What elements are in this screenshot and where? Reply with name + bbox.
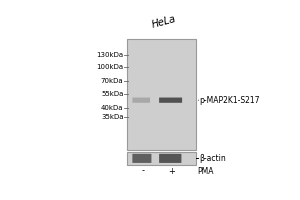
Text: 100kDa: 100kDa — [96, 64, 124, 70]
Text: β-actin: β-actin — [199, 154, 226, 163]
FancyBboxPatch shape — [159, 98, 182, 103]
FancyBboxPatch shape — [132, 98, 150, 103]
FancyBboxPatch shape — [132, 154, 152, 163]
Text: p-MAP2K1-S217: p-MAP2K1-S217 — [199, 96, 260, 105]
Text: 130kDa: 130kDa — [96, 52, 124, 58]
FancyBboxPatch shape — [159, 154, 182, 163]
Bar — [127, 39, 196, 150]
Text: +: + — [168, 167, 175, 176]
Text: 35kDa: 35kDa — [101, 114, 124, 120]
Text: -: - — [142, 167, 145, 176]
Bar — [127, 152, 196, 165]
Text: 40kDa: 40kDa — [101, 105, 124, 111]
Text: HeLa: HeLa — [150, 14, 177, 30]
Text: PMA: PMA — [197, 167, 213, 176]
Text: 70kDa: 70kDa — [101, 78, 124, 84]
Text: 55kDa: 55kDa — [101, 91, 124, 97]
